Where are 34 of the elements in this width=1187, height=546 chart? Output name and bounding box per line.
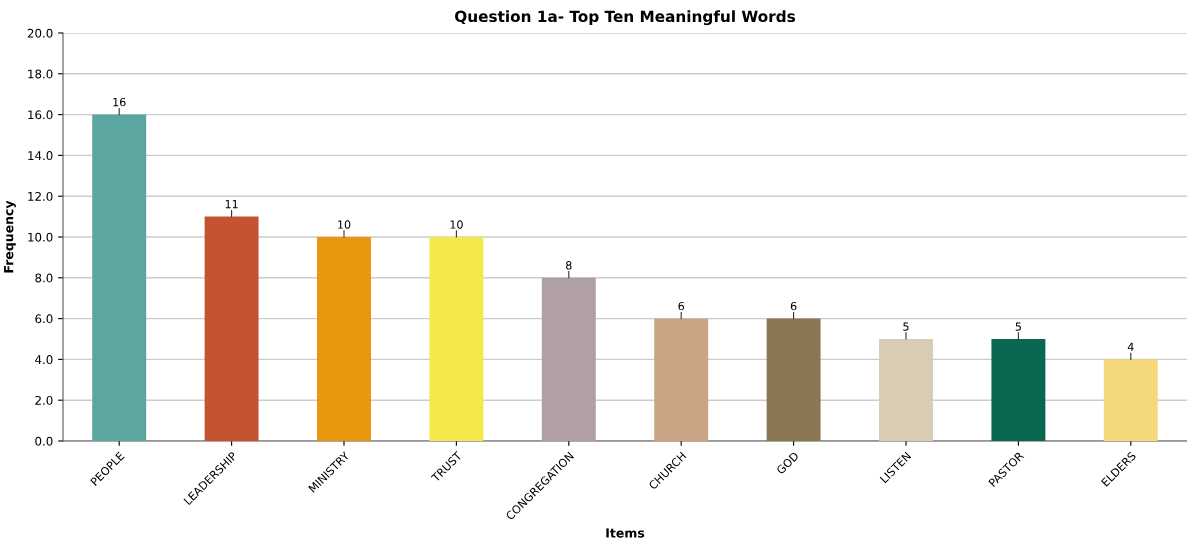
y-axis-title: Frequency: [4, 200, 16, 273]
bar: [92, 114, 147, 441]
x-axis-title: Items: [606, 528, 645, 538]
data-label: 10: [450, 220, 463, 229]
y-tick-label: 2.0: [35, 395, 53, 405]
bar: [991, 339, 1046, 441]
y-tick-label: 20.0: [27, 28, 53, 38]
y-tick-label: 6.0: [35, 314, 53, 324]
bar: [654, 318, 709, 441]
y-tick-label: 0.0: [35, 436, 53, 446]
bar: [1103, 359, 1158, 441]
data-label: 4: [1127, 342, 1134, 351]
data-label: 5: [1015, 322, 1021, 331]
y-tick-label: 4.0: [35, 355, 53, 365]
y-tick-label: 14.0: [28, 151, 53, 161]
bar: [204, 216, 259, 441]
data-label: 6: [678, 301, 685, 311]
bar: [879, 339, 933, 441]
data-label: 6: [790, 301, 797, 311]
data-label: 5: [903, 322, 909, 331]
data-label: 8: [566, 261, 572, 270]
data-label: 11: [225, 200, 238, 209]
bar: [317, 237, 371, 441]
bar: [766, 318, 821, 441]
chart-title: Question 1a- Top Ten Meaningful Words: [455, 10, 796, 26]
data-label: 10: [338, 220, 351, 229]
data-label: 16: [113, 97, 126, 107]
y-tick-label: 16.0: [28, 110, 53, 120]
bar: [429, 237, 484, 441]
bar: [541, 277, 596, 441]
y-tick-label: 12.0: [28, 191, 53, 201]
y-tick-label: 8.0: [35, 273, 53, 283]
y-tick-label: 18.0: [28, 69, 53, 79]
y-tick-label: 10.0: [28, 232, 53, 242]
